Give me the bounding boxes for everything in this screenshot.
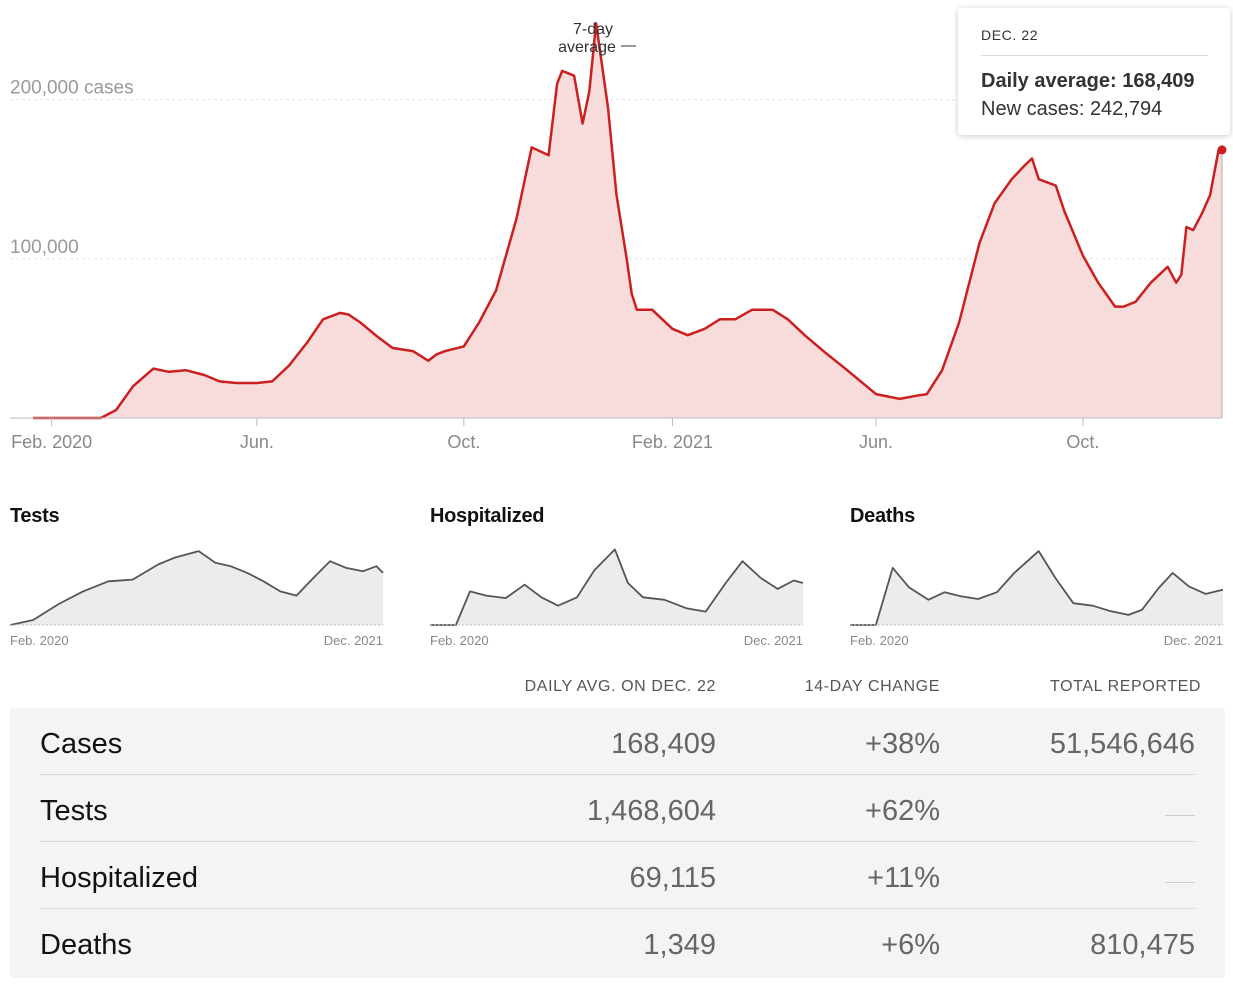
sparkline-end-label: Dec. 2021 — [1164, 633, 1223, 648]
row-divider — [40, 841, 1195, 842]
tooltip-date: DEC. 22 — [981, 27, 1208, 56]
tooltip-avg-label: Daily average: — [981, 70, 1117, 92]
row-total-empty-dash — [1165, 882, 1195, 883]
annotation-line-1: 7-day — [573, 21, 613, 38]
x-tick-label: Oct. — [447, 432, 480, 452]
header-daily-avg: DAILY AVG. ON DEC. 22 — [524, 678, 716, 695]
stats-table: Cases 168,409 +38% 51,546,646 Tests 1,46… — [10, 708, 1225, 978]
deaths-small-chart: Deaths Feb. 2020 Dec. 2021 — [850, 505, 1225, 680]
deaths-sparkline: Feb. 2020 Dec. 2021 — [850, 550, 1224, 648]
sparkline-line — [9, 550, 384, 626]
row-daily-avg: 69,115 — [629, 862, 716, 894]
sparkline-start-label: Feb. 2020 — [10, 633, 69, 648]
tooltip-new-label: New cases: — [981, 98, 1085, 120]
hospitalized-chart-title: Hospitalized — [430, 505, 545, 527]
cases-area-fill — [33, 23, 1222, 418]
sparkline-fill — [430, 549, 803, 625]
x-tick-label: Feb. 2020 — [11, 432, 92, 452]
sparkline-line — [850, 550, 1224, 626]
tooltip-new-cases: New cases: 242,794 — [981, 98, 1208, 121]
x-tick-label: Oct. — [1066, 432, 1099, 452]
tooltip: DEC. 22 Daily average: 168,409 New cases… — [958, 8, 1230, 135]
annotation-line-2: average — [558, 39, 616, 56]
row-14-day-change: +62% — [865, 795, 940, 827]
row-daily-avg: 1,349 — [643, 929, 716, 961]
table-row-cases: Cases 168,409 +38% 51,546,646 — [40, 708, 1195, 775]
row-total: 810,475 — [1090, 929, 1195, 961]
table-row-tests: Tests 1,468,604 +62% — [40, 775, 1195, 842]
sparkline-fill — [10, 551, 383, 625]
row-total-empty-dash — [1165, 815, 1195, 816]
hospitalized-small-chart: Hospitalized Feb. 2020 Dec. 2021 — [430, 505, 805, 680]
row-daily-avg: 1,468,604 — [586, 795, 716, 827]
sparkline-end-label: Dec. 2021 — [744, 633, 803, 648]
hospitalized-sparkline: Feb. 2020 Dec. 2021 — [430, 548, 804, 648]
row-daily-avg: 168,409 — [611, 728, 716, 760]
sparkline-line — [430, 548, 804, 626]
row-divider — [40, 908, 1195, 909]
y-tick-label: 200,000 cases — [10, 78, 134, 99]
row-divider — [40, 774, 1195, 775]
x-tick-label: Jun. — [859, 432, 893, 452]
table-row-hospitalized: Hospitalized 69,115 +11% — [40, 842, 1195, 909]
sparkline-fill — [850, 551, 1223, 625]
row-total: 51,546,646 — [1049, 728, 1195, 760]
tests-small-chart: Tests Feb. 2020 Dec. 2021 — [9, 505, 385, 680]
row-label: Tests — [40, 795, 108, 827]
row-label: Cases — [40, 728, 123, 760]
row-14-day-change: +6% — [881, 929, 940, 961]
tests-sparkline: Feb. 2020 Dec. 2021 — [9, 550, 384, 648]
cases-7day-line — [33, 21, 1222, 420]
x-tick-label: Feb. 2021 — [632, 432, 713, 452]
y-tick-label: 100,000 — [10, 237, 79, 258]
sparkline-start-label: Feb. 2020 — [430, 633, 489, 648]
tooltip-avg-value: 168,409 — [1122, 70, 1195, 92]
x-tick-label: Jun. — [240, 432, 274, 452]
sparkline-end-label: Dec. 2021 — [324, 633, 383, 648]
row-14-day-change: +11% — [867, 862, 940, 894]
row-label: Hospitalized — [40, 862, 198, 894]
row-label: Deaths — [40, 929, 132, 961]
deaths-chart-title: Deaths — [850, 505, 915, 527]
tests-chart-title: Tests — [10, 505, 60, 527]
header-total-reported: TOTAL REPORTED — [1050, 678, 1201, 695]
table-row-deaths: Deaths 1,349 +6% 810,475 — [40, 909, 1195, 976]
header-14-day-change: 14-DAY CHANGE — [804, 678, 940, 695]
tooltip-new-value: 242,794 — [1089, 98, 1163, 120]
tooltip-daily-average: Daily average: 168,409 — [981, 70, 1208, 93]
row-14-day-change: +38% — [865, 728, 940, 760]
current-value-dot[interactable] — [1217, 145, 1227, 155]
cases-main-chart: 200,000 cases 100,000 Feb. 2020 Jun. Oct. Fe… — [10, 21, 1227, 452]
sparkline-start-label: Feb. 2020 — [850, 633, 909, 648]
